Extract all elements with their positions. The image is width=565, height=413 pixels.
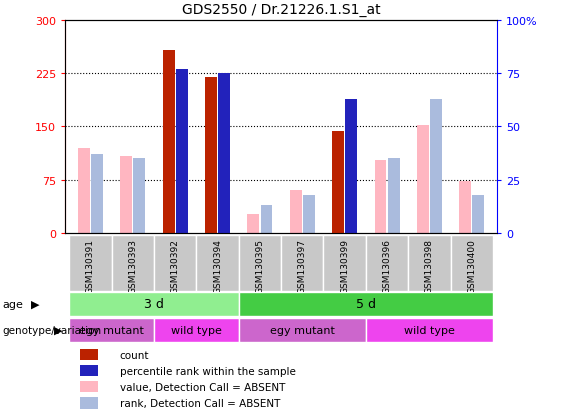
Bar bbox=[281, 235, 323, 291]
Text: 5 d: 5 d bbox=[356, 297, 376, 311]
Bar bbox=[472, 195, 484, 233]
Bar bbox=[238, 318, 366, 342]
Text: wild type: wild type bbox=[171, 325, 222, 335]
Bar bbox=[112, 235, 154, 291]
Text: egy mutant: egy mutant bbox=[270, 325, 334, 335]
Bar bbox=[80, 365, 98, 377]
Bar bbox=[91, 154, 103, 233]
Text: GSM130392: GSM130392 bbox=[171, 238, 180, 293]
Text: percentile rank within the sample: percentile rank within the sample bbox=[120, 366, 295, 376]
Text: value, Detection Call = ABSENT: value, Detection Call = ABSENT bbox=[120, 382, 285, 392]
Bar bbox=[430, 100, 442, 233]
Text: genotype/variation: genotype/variation bbox=[3, 325, 102, 335]
Text: GSM130397: GSM130397 bbox=[298, 238, 307, 293]
Text: GSM130399: GSM130399 bbox=[340, 238, 349, 293]
Bar bbox=[375, 161, 386, 233]
Bar bbox=[69, 292, 238, 316]
Bar bbox=[120, 157, 132, 233]
Bar bbox=[80, 349, 98, 361]
Text: 3 d: 3 d bbox=[144, 297, 164, 311]
Bar bbox=[154, 235, 197, 291]
Bar bbox=[247, 214, 259, 233]
Text: GSM130395: GSM130395 bbox=[255, 238, 264, 293]
Bar bbox=[69, 318, 154, 342]
Bar bbox=[80, 397, 98, 408]
Bar bbox=[69, 235, 112, 291]
Bar bbox=[238, 292, 493, 316]
Bar bbox=[323, 235, 366, 291]
Title: GDS2550 / Dr.21226.1.S1_at: GDS2550 / Dr.21226.1.S1_at bbox=[182, 3, 380, 17]
Text: egy mutant: egy mutant bbox=[79, 325, 144, 335]
Text: GSM130400: GSM130400 bbox=[467, 238, 476, 293]
Bar bbox=[163, 50, 175, 233]
Bar bbox=[218, 74, 230, 233]
Bar bbox=[78, 148, 90, 233]
Text: ▶: ▶ bbox=[54, 325, 62, 335]
Text: GSM130393: GSM130393 bbox=[128, 238, 137, 293]
Bar bbox=[366, 235, 408, 291]
Bar bbox=[154, 318, 238, 342]
Text: GSM130394: GSM130394 bbox=[213, 238, 222, 293]
Text: GSM130391: GSM130391 bbox=[86, 238, 95, 293]
Bar bbox=[238, 235, 281, 291]
Bar bbox=[388, 159, 399, 233]
Bar bbox=[260, 206, 272, 233]
Bar bbox=[290, 191, 302, 233]
Text: wild type: wild type bbox=[404, 325, 455, 335]
Text: age: age bbox=[3, 299, 24, 309]
Bar bbox=[451, 235, 493, 291]
Bar bbox=[408, 235, 451, 291]
Bar bbox=[303, 195, 315, 233]
Bar bbox=[417, 126, 429, 233]
Text: ▶: ▶ bbox=[31, 299, 40, 309]
Text: GSM130398: GSM130398 bbox=[425, 238, 434, 293]
Bar bbox=[176, 69, 188, 233]
Bar bbox=[205, 77, 217, 233]
Bar bbox=[366, 318, 493, 342]
Bar bbox=[133, 159, 145, 233]
Bar bbox=[332, 132, 344, 233]
Text: count: count bbox=[120, 350, 149, 360]
Bar bbox=[197, 235, 238, 291]
Text: GSM130396: GSM130396 bbox=[383, 238, 392, 293]
Bar bbox=[459, 182, 471, 233]
Bar bbox=[80, 381, 98, 392]
Bar bbox=[345, 100, 357, 233]
Text: rank, Detection Call = ABSENT: rank, Detection Call = ABSENT bbox=[120, 398, 280, 408]
